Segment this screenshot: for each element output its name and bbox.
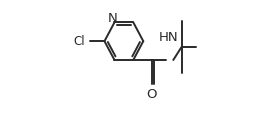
- Text: N: N: [107, 12, 117, 25]
- Text: O: O: [146, 88, 157, 101]
- Text: Cl: Cl: [74, 35, 85, 48]
- Text: HN: HN: [158, 31, 178, 44]
